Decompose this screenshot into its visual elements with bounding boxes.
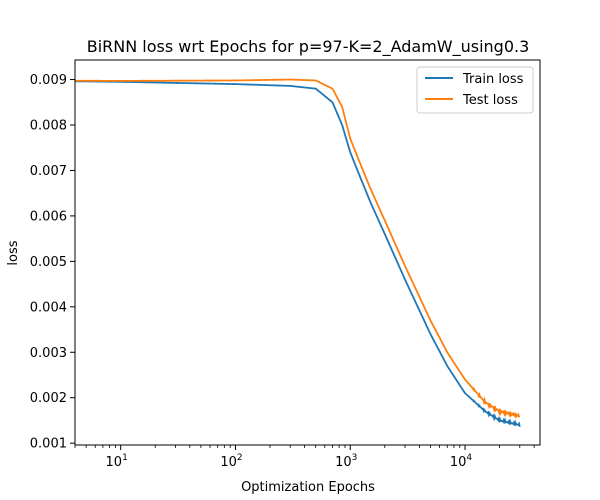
y-tick-label: 0.002 (30, 391, 67, 406)
y-tick-label: 0.005 (30, 255, 67, 270)
x-tick-label: 102 (220, 453, 242, 470)
y-tick-label: 0.004 (30, 300, 67, 315)
x-axis-label: Optimization Epochs (241, 480, 375, 495)
series-line-train (75, 80, 521, 427)
x-axis-ticks: 101 102 103 104 (74, 445, 535, 470)
x-tick-label: 101 (106, 453, 128, 470)
legend-label-train: Train loss (462, 72, 524, 87)
y-tick-label: 0.007 (30, 164, 67, 179)
y-axis-ticks: 0.001 0.002 0.003 0.004 0.005 0.006 0.007 0.008… (30, 73, 75, 452)
y-tick-label: 0.003 (30, 346, 67, 361)
chart-title: BiRNN loss wrt Epochs for p=97-K=2_AdamW… (87, 37, 530, 57)
x-tick-label: 103 (335, 453, 357, 470)
y-tick-label: 0.001 (30, 437, 67, 452)
legend-label-test: Test loss (462, 93, 518, 108)
series-line-test (75, 78, 521, 419)
series-layer (75, 78, 521, 427)
y-axis-label: loss (6, 240, 21, 265)
x-tick-label: 104 (450, 453, 473, 470)
plot-frame (74, 59, 541, 446)
y-tick-label: 0.006 (30, 209, 67, 224)
legend: Train loss Test loss (416, 66, 534, 114)
y-tick-label: 0.009 (30, 73, 67, 88)
y-tick-label: 0.008 (30, 119, 67, 134)
